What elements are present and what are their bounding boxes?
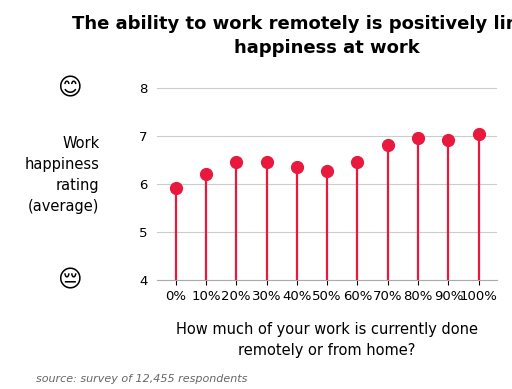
Text: source: survey of 12,455 respondents: source: survey of 12,455 respondents xyxy=(36,374,247,384)
Y-axis label: Work
happiness
rating
(average): Work happiness rating (average) xyxy=(25,136,100,214)
Text: 😊: 😊 xyxy=(57,77,81,100)
X-axis label: How much of your work is currently done
remotely or from home?: How much of your work is currently done … xyxy=(176,322,478,358)
Title: The ability to work remotely is positively linked to
happiness at work: The ability to work remotely is positive… xyxy=(72,15,512,57)
Text: 😔: 😔 xyxy=(57,268,81,292)
